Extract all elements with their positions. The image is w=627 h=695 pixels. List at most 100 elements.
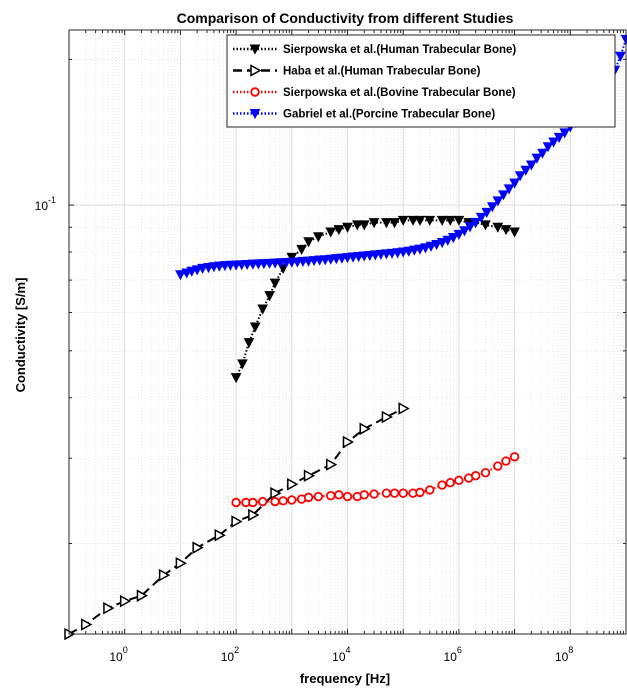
x-tick-label-base: 10 bbox=[444, 650, 458, 664]
data-point bbox=[459, 226, 470, 237]
legend-entry: Gabriel et al.(Porcine Trabecular Bone) bbox=[233, 109, 495, 121]
data-point bbox=[436, 238, 448, 249]
data-point bbox=[192, 541, 204, 554]
data-point bbox=[445, 477, 455, 488]
data-point bbox=[437, 480, 447, 490]
plot-series bbox=[64, 34, 627, 641]
data-point bbox=[425, 485, 435, 495]
data-point bbox=[542, 142, 554, 153]
data-point bbox=[270, 496, 280, 507]
data-point bbox=[270, 486, 282, 500]
data-point bbox=[334, 490, 344, 500]
data-point bbox=[481, 207, 493, 218]
data-point bbox=[389, 218, 400, 229]
data-point bbox=[237, 359, 248, 370]
data-point bbox=[475, 212, 487, 224]
data-point bbox=[369, 489, 379, 499]
x-tick-label-base: 10 bbox=[555, 650, 569, 664]
series-1 bbox=[64, 402, 410, 641]
data-point bbox=[230, 373, 242, 384]
data-point bbox=[480, 468, 491, 478]
data-point bbox=[442, 235, 454, 246]
data-point bbox=[425, 241, 437, 252]
data-point bbox=[389, 488, 400, 498]
legend-entry: Haba et al.(Human Trabecular Bone) bbox=[233, 64, 481, 78]
legend-marker bbox=[249, 44, 261, 55]
data-point bbox=[257, 496, 268, 507]
data-point bbox=[509, 452, 520, 462]
data-point bbox=[287, 495, 297, 505]
data-point bbox=[325, 458, 338, 471]
x-tick-label-exponent: 0 bbox=[123, 645, 128, 655]
legend: Sierpowska et al.(Human Trabecular Bone)… bbox=[226, 34, 616, 128]
data-point bbox=[447, 233, 459, 244]
x-tick-label-exponent: 6 bbox=[457, 645, 462, 655]
data-point bbox=[548, 137, 559, 148]
data-point bbox=[81, 618, 93, 631]
data-point bbox=[303, 469, 316, 483]
data-point bbox=[303, 237, 314, 248]
chart-title: Comparison of Conductivity from differen… bbox=[177, 10, 514, 26]
data-point bbox=[103, 601, 115, 615]
data-point bbox=[381, 218, 392, 229]
data-point bbox=[231, 515, 243, 528]
data-point bbox=[531, 153, 543, 164]
x-tick-label-base: 10 bbox=[109, 650, 123, 664]
series-0 bbox=[230, 215, 520, 384]
data-point bbox=[296, 244, 307, 255]
data-point bbox=[381, 410, 393, 424]
data-point bbox=[498, 190, 509, 201]
data-point bbox=[436, 215, 448, 226]
data-point bbox=[398, 488, 408, 498]
data-point bbox=[326, 490, 336, 501]
data-point bbox=[525, 160, 537, 171]
data-point bbox=[381, 488, 392, 498]
y-axis-label: Conductivity [S/m] bbox=[13, 278, 28, 393]
data-point bbox=[359, 422, 371, 436]
legend-marker bbox=[250, 87, 260, 97]
data-point bbox=[493, 461, 503, 471]
data-point bbox=[248, 508, 260, 522]
data-point bbox=[248, 497, 258, 508]
data-point bbox=[175, 556, 187, 570]
data-point bbox=[537, 148, 548, 159]
data-point bbox=[414, 244, 426, 255]
data-point bbox=[492, 196, 504, 207]
data-point bbox=[470, 471, 481, 481]
data-point bbox=[333, 225, 345, 236]
data-point bbox=[398, 402, 410, 415]
data-point bbox=[509, 227, 520, 238]
data-point bbox=[278, 496, 288, 506]
data-point bbox=[415, 487, 425, 498]
x-axis-label: frequency [Hz] bbox=[300, 671, 390, 686]
axis-ticks bbox=[68, 30, 627, 634]
data-point bbox=[342, 491, 353, 502]
data-point bbox=[509, 178, 520, 189]
x-tick-label-exponent: 2 bbox=[234, 645, 239, 655]
data-point bbox=[342, 222, 353, 233]
data-point bbox=[325, 227, 337, 238]
data-point bbox=[501, 456, 511, 466]
data-point bbox=[351, 220, 363, 231]
data-point bbox=[453, 215, 465, 226]
y-tick-labels: 10 -1 bbox=[35, 195, 56, 213]
x-tick-label-base: 10 bbox=[221, 650, 235, 664]
data-point bbox=[407, 215, 419, 226]
data-point bbox=[287, 478, 299, 491]
data-point bbox=[313, 491, 324, 502]
legend-label: Sierpowska et al.(Human Trabecular Bone) bbox=[283, 44, 516, 56]
data-point bbox=[486, 202, 498, 213]
data-point bbox=[269, 278, 281, 289]
data-point bbox=[303, 492, 314, 503]
data-point bbox=[492, 222, 504, 233]
legend-marker bbox=[249, 109, 261, 120]
data-point bbox=[464, 222, 476, 233]
legend-marker bbox=[250, 64, 262, 77]
data-point bbox=[414, 215, 426, 226]
data-point bbox=[197, 263, 208, 274]
x-tick-label-base: 10 bbox=[332, 650, 346, 664]
legend-label: Gabriel et al.(Porcine Trabecular Bone) bbox=[283, 109, 495, 121]
data-point bbox=[514, 171, 526, 182]
data-point bbox=[453, 229, 465, 240]
